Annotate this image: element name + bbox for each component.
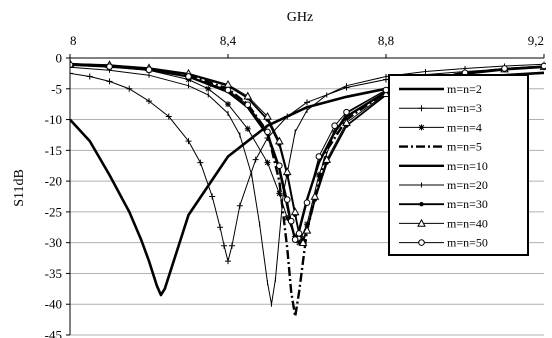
legend: m=n=2 m=n=3 m=n=4 m=n=5 m=n=10 m=n=20 m=n=30 m=… (388, 74, 529, 256)
series-8-point-20 (540, 62, 546, 70)
series-8-point-13 (315, 153, 323, 160)
series-7-point-12 (302, 225, 312, 234)
y-tick-label-2: -10 (45, 112, 62, 127)
legend-marker-7 (417, 218, 426, 227)
legend-marker-1 (418, 105, 425, 112)
y-axis-label: S11dB (12, 169, 27, 207)
series-1-point-0 (70, 70, 73, 77)
series-7-point-14 (322, 155, 332, 163)
series-1-point-9 (217, 224, 224, 231)
legend-label-0: m=n=2 (447, 82, 482, 96)
series-2-point-4 (205, 85, 212, 92)
legend-marker-6 (419, 202, 424, 207)
series-2-point-8 (276, 190, 283, 197)
series-2-point-7 (264, 159, 271, 166)
series-2-point-5 (225, 101, 231, 108)
x-tick-label-0: 8 (70, 33, 77, 48)
tick-labels: 8 8,4 8,8 9,2 0 -5 -10 -15 -20 -25 -30 -35 -40 -45 (45, 33, 544, 338)
series-7-point-16 (381, 89, 391, 98)
series-1-point-7 (197, 159, 204, 166)
y-tick-label-8: -40 (45, 297, 62, 312)
legend-label-8: m=n=50 (447, 236, 488, 250)
series-8-point-15 (343, 108, 350, 116)
series-1-point-13 (236, 202, 243, 209)
series-7-point-9 (290, 207, 300, 216)
series-1-point-12 (228, 242, 235, 249)
legend-marker-2 (418, 124, 425, 131)
series-2-point-12 (304, 221, 310, 228)
series-7-point-8 (282, 167, 292, 176)
legend-label-3: m=n=5 (447, 140, 482, 154)
y-tick-label-3: -15 (45, 143, 62, 158)
legend-label-7: m=n=40 (447, 216, 488, 230)
series-2-point-9 (284, 215, 291, 222)
series-7-point-6 (263, 111, 272, 120)
legend-label-5: m=n=20 (447, 178, 488, 192)
series-8-point-14 (331, 122, 338, 130)
series-8-point-19 (501, 65, 508, 72)
series-8-point-4 (224, 86, 232, 94)
y-tick-label-1: -5 (51, 81, 62, 96)
legend-label-6: m=n=30 (447, 197, 488, 211)
series-8-point-10 (291, 236, 299, 243)
y-tick-label-4: -20 (45, 174, 62, 189)
legend-label-4: m=n=10 (447, 159, 488, 173)
series-line-3 (70, 63, 545, 318)
series-7-point-11 (298, 238, 308, 246)
series-8-point-5 (244, 101, 252, 109)
series-3 (70, 63, 545, 318)
series-1-point-6 (185, 138, 192, 145)
series-1-point-1 (86, 73, 93, 80)
y-tick-label-0: 0 (56, 51, 63, 66)
series-8-point-12 (303, 199, 311, 206)
series-2-point-13 (315, 171, 322, 178)
series-2-point-11 (296, 239, 303, 246)
series-1-point-8 (209, 193, 216, 200)
series-1-point-11 (225, 258, 231, 265)
series-1-point-4 (146, 98, 152, 105)
series-8-point-2 (145, 66, 153, 73)
series-7-point-5 (243, 91, 253, 100)
series-1-point-2 (106, 78, 113, 85)
series-8-point-11 (295, 230, 303, 237)
series-8-point-6 (264, 128, 271, 136)
series-1-point-10 (221, 242, 228, 249)
legend-label-1: m=n=3 (447, 101, 482, 115)
series-1-point-16 (284, 113, 291, 120)
y-tick-label-5: -25 (45, 204, 62, 219)
x-tick-label-2: 8,8 (378, 33, 394, 48)
series-2-point-6 (244, 125, 251, 132)
series-7-point-15 (342, 118, 351, 126)
series-7-point-7 (275, 136, 284, 145)
x-tick-label-3: 9,2 (528, 33, 544, 48)
legend-marker-8 (418, 239, 425, 246)
y-tick-label-6: -30 (45, 235, 62, 250)
gridlines (70, 88, 544, 336)
legend-label-2: m=n=4 (447, 120, 482, 134)
series-8-point-3 (185, 73, 192, 80)
series-1-point-3 (126, 85, 133, 92)
y-tick-label-9: -45 (45, 328, 62, 338)
series-8-point-9 (287, 217, 295, 225)
series-8-point-1 (106, 63, 113, 70)
x-tick-label-1: 8,4 (220, 33, 237, 48)
series-8-point-8 (283, 196, 291, 203)
axes (66, 54, 545, 336)
series-1-point-5 (165, 113, 172, 120)
series-8-point-0 (70, 61, 74, 69)
y-tick-label-7: -35 (45, 266, 62, 281)
series-7-point-13 (310, 191, 320, 200)
series-1-point-17 (304, 99, 310, 106)
series-8-point-7 (276, 162, 283, 170)
x-axis-label: GHz (287, 10, 313, 25)
series-1-point-14 (252, 156, 259, 163)
series-8-point-16 (382, 86, 390, 94)
